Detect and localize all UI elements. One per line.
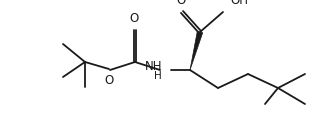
Text: OH: OH [230, 0, 248, 7]
Text: O: O [176, 0, 186, 7]
Text: H: H [154, 71, 162, 81]
Text: O: O [130, 12, 139, 25]
Text: NH: NH [145, 60, 162, 74]
Text: O: O [104, 74, 114, 87]
Polygon shape [190, 31, 203, 70]
